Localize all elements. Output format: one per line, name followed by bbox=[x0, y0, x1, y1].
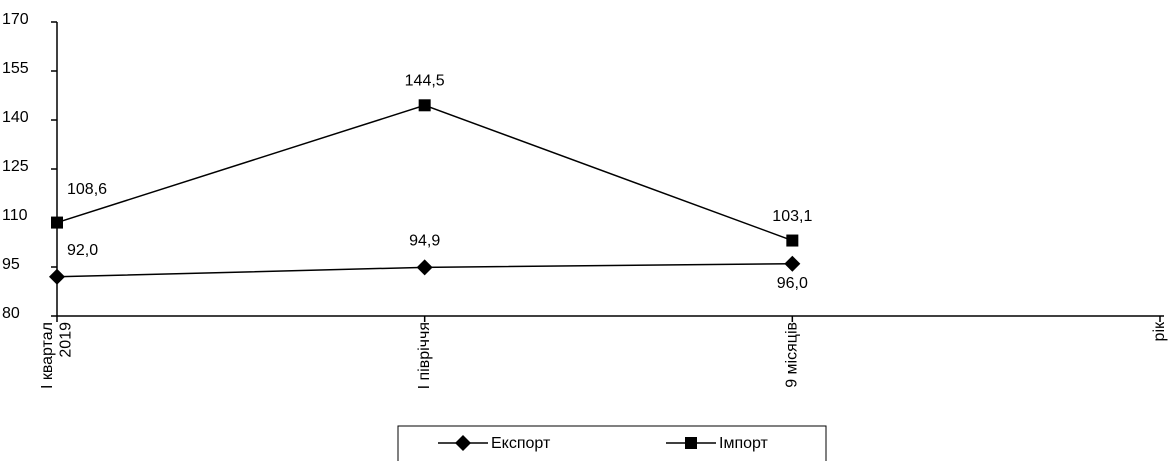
y-tick-label: 125 bbox=[2, 158, 29, 175]
x-tick-label: I півріччя bbox=[416, 322, 433, 389]
legend-label: Експорт bbox=[491, 435, 551, 452]
data-label: 96,0 bbox=[777, 275, 808, 292]
marker bbox=[685, 437, 697, 449]
data-label: 92,0 bbox=[67, 242, 98, 259]
data-label: 144,5 bbox=[405, 73, 445, 90]
y-tick-label: 170 bbox=[2, 11, 29, 28]
series-line bbox=[56, 104, 793, 242]
marker bbox=[49, 268, 65, 285]
data-label: 103,1 bbox=[772, 208, 812, 225]
y-tick-label: 140 bbox=[2, 109, 29, 126]
marker bbox=[455, 435, 471, 451]
y-tick-label: 110 bbox=[2, 207, 28, 224]
y-tick-label: 80 bbox=[2, 305, 20, 322]
y-tick-label: 95 bbox=[2, 256, 20, 273]
marker bbox=[418, 99, 431, 112]
marker bbox=[416, 259, 433, 276]
marker bbox=[51, 216, 63, 229]
x-tick-label: I квартал2019 bbox=[39, 322, 74, 389]
data-label: 94,9 bbox=[409, 233, 440, 250]
x-tick-label: рік bbox=[1151, 321, 1168, 341]
y-tick-label: 155 bbox=[2, 60, 29, 77]
x-tick-label: 9 місяців bbox=[784, 322, 801, 388]
marker bbox=[786, 234, 799, 247]
marker bbox=[784, 255, 801, 272]
legend-label: Імпорт bbox=[719, 435, 769, 452]
data-label: 108,6 bbox=[67, 181, 107, 198]
